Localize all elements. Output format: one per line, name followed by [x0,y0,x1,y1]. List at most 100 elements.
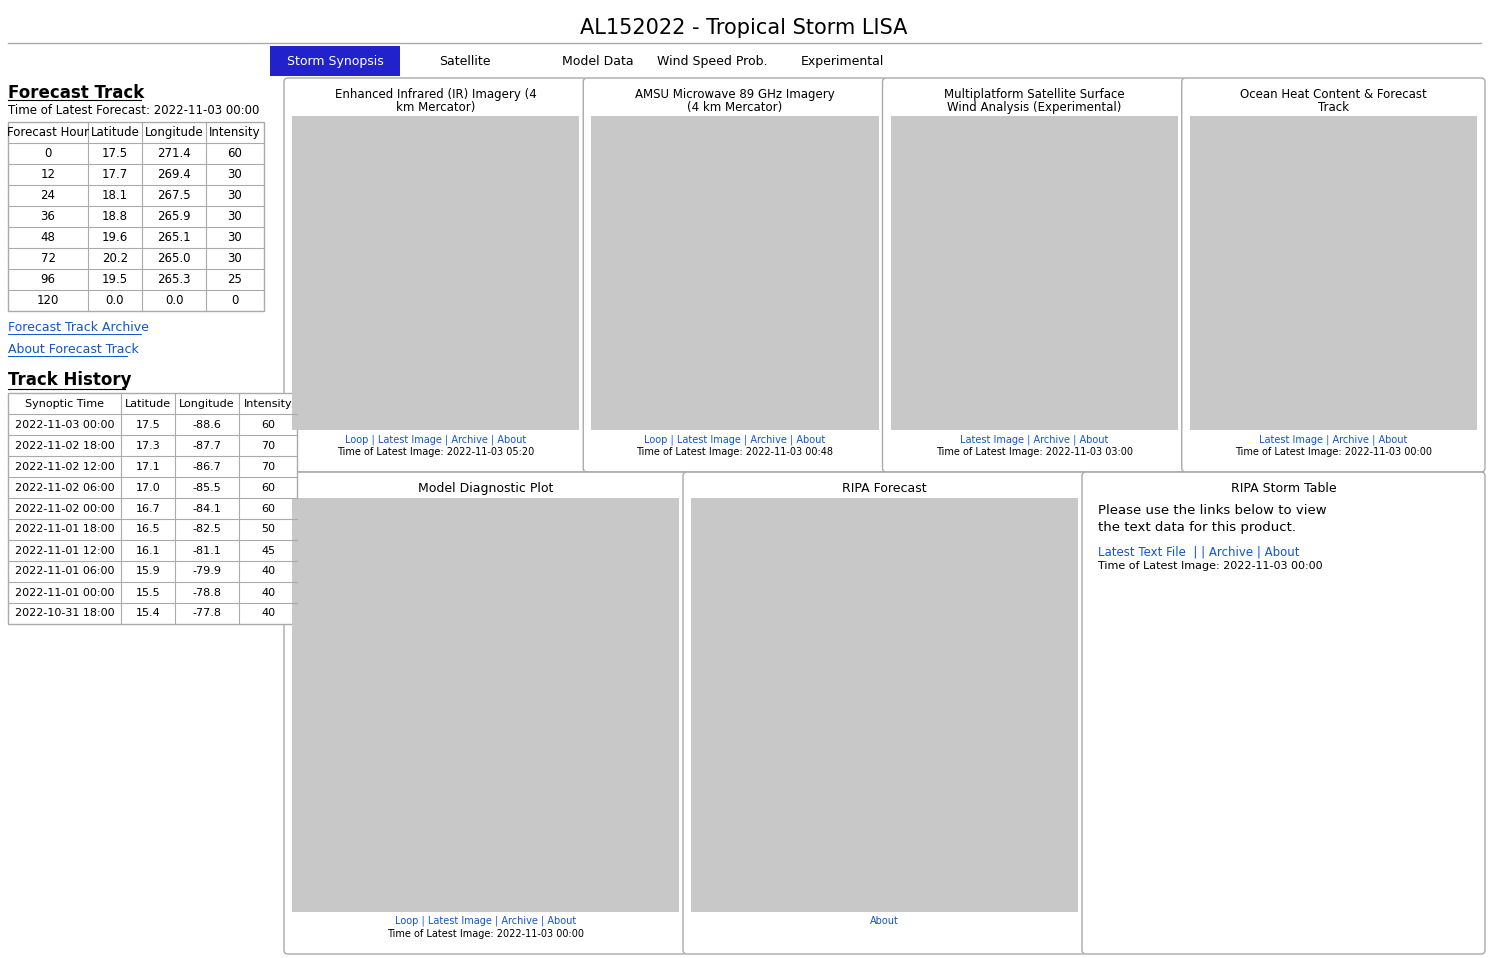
Text: -78.8: -78.8 [192,587,222,598]
Text: 60: 60 [261,420,275,429]
Text: Latitude: Latitude [91,126,140,139]
Text: 15.5: 15.5 [135,587,161,598]
Text: 265.0: 265.0 [158,252,191,265]
Text: 2022-11-02 18:00: 2022-11-02 18:00 [15,441,115,450]
Text: 15.9: 15.9 [135,566,161,577]
Text: Storm Synopsis: Storm Synopsis [286,55,383,67]
Text: Time of Latest Forecast: 2022-11-03 00:00: Time of Latest Forecast: 2022-11-03 00:0… [7,104,259,117]
Text: 2022-11-01 00:00: 2022-11-01 00:00 [15,587,115,598]
Text: 19.6: 19.6 [101,231,128,244]
Text: Multiplatform Satellite Surface: Multiplatform Satellite Surface [944,88,1124,101]
Text: 45: 45 [261,545,275,556]
Text: -87.7: -87.7 [192,441,222,450]
Bar [292,116,579,430]
Text: the text data for this product.: the text data for this product. [1097,521,1295,534]
Text: Loop | Latest Image | Archive | About: Loop | Latest Image | Archive | About [645,434,825,445]
Text: 30: 30 [228,252,243,265]
Text: 20.2: 20.2 [101,252,128,265]
Text: 70: 70 [261,462,275,471]
Text: 17.1: 17.1 [135,462,161,471]
Text: 2022-11-01 18:00: 2022-11-01 18:00 [15,524,115,535]
Text: Forecast Track: Forecast Track [7,84,144,102]
Text: Wind Analysis (Experimental): Wind Analysis (Experimental) [947,101,1121,114]
Text: 2022-11-02 12:00: 2022-11-02 12:00 [15,462,115,471]
Text: 30: 30 [228,189,243,202]
Bar [292,498,679,912]
Text: Intensity: Intensity [244,399,292,408]
Text: 12: 12 [40,168,55,181]
Text: AL152022 - Tropical Storm LISA: AL152022 - Tropical Storm LISA [581,18,908,38]
Text: 16.7: 16.7 [135,504,161,513]
Text: 25: 25 [228,273,243,286]
Text: About Forecast Track: About Forecast Track [7,343,138,356]
Text: 17.5: 17.5 [101,147,128,160]
Text: Latitude: Latitude [125,399,171,408]
Text: 30: 30 [228,168,243,181]
Text: Time of Latest Image: 2022-11-03 00:00: Time of Latest Image: 2022-11-03 00:00 [387,929,584,939]
Text: Loop | Latest Image | Archive | About: Loop | Latest Image | Archive | About [395,916,576,926]
Text: 19.5: 19.5 [101,273,128,286]
Text: 2022-11-01 12:00: 2022-11-01 12:00 [15,545,115,556]
Text: 50: 50 [261,524,275,535]
Text: 0.0: 0.0 [165,294,183,307]
Bar [890,116,1178,430]
Text: Wind Speed Prob.: Wind Speed Prob. [657,55,768,67]
Text: 60: 60 [261,483,275,492]
Text: 15.4: 15.4 [135,608,161,619]
Text: 2022-11-03 00:00: 2022-11-03 00:00 [15,420,115,429]
Bar [270,46,401,76]
Text: 48: 48 [40,231,55,244]
Bar [1190,116,1477,430]
Text: Forecast Track Archive: Forecast Track Archive [7,321,149,334]
Text: Loop | Latest Image | Archive | About: Loop | Latest Image | Archive | About [345,434,526,445]
Text: Longitude: Longitude [179,399,235,408]
FancyBboxPatch shape [1083,472,1485,954]
Text: Time of Latest Image: 2022-11-03 00:00: Time of Latest Image: 2022-11-03 00:00 [1097,561,1322,571]
Text: -85.5: -85.5 [192,483,222,492]
Text: 30: 30 [228,231,243,244]
Text: 16.1: 16.1 [135,545,161,556]
Text: Experimental: Experimental [801,55,884,67]
Text: 17.5: 17.5 [135,420,161,429]
Text: 60: 60 [228,147,243,160]
Text: 0: 0 [45,147,52,160]
Text: 265.1: 265.1 [158,231,191,244]
Text: Intensity: Intensity [208,126,261,139]
Text: -77.8: -77.8 [192,608,222,619]
Bar [7,122,264,311]
Text: Satellite: Satellite [439,55,491,67]
Bar [691,498,1078,912]
Text: Track History: Track History [7,371,131,389]
FancyBboxPatch shape [1182,78,1485,472]
Text: 72: 72 [40,252,55,265]
Text: Synoptic Time: Synoptic Time [25,399,104,408]
Text: 30: 30 [228,210,243,223]
Text: 17.0: 17.0 [135,483,161,492]
Text: Please use the links below to view: Please use the links below to view [1097,504,1327,517]
Text: 70: 70 [261,441,275,450]
Text: 2022-11-01 06:00: 2022-11-01 06:00 [15,566,115,577]
Text: 36: 36 [40,210,55,223]
Text: Time of Latest Image: 2022-11-03 03:00: Time of Latest Image: 2022-11-03 03:00 [935,447,1133,457]
Text: -81.1: -81.1 [192,545,222,556]
Text: -84.1: -84.1 [192,504,222,513]
Text: 18.1: 18.1 [101,189,128,202]
Text: 2022-11-02 06:00: 2022-11-02 06:00 [15,483,115,492]
Text: 120: 120 [37,294,60,307]
Text: 18.8: 18.8 [103,210,128,223]
FancyBboxPatch shape [284,78,587,472]
Text: Latest Image | Archive | About: Latest Image | Archive | About [1260,434,1407,445]
Text: 0: 0 [231,294,238,307]
Text: 0.0: 0.0 [106,294,124,307]
Text: Ocean Heat Content & Forecast: Ocean Heat Content & Forecast [1240,88,1426,101]
Text: km Mercator): km Mercator) [396,101,475,114]
Bar [591,116,879,430]
Text: 40: 40 [261,587,275,598]
Text: -88.6: -88.6 [192,420,222,429]
Text: 16.5: 16.5 [135,524,161,535]
Text: 265.9: 265.9 [158,210,191,223]
Text: Longitude: Longitude [144,126,204,139]
Text: Forecast Hour: Forecast Hour [7,126,89,139]
Text: AMSU Microwave 89 GHz Imagery: AMSU Microwave 89 GHz Imagery [634,88,835,101]
Text: Time of Latest Image: 2022-11-03 00:00: Time of Latest Image: 2022-11-03 00:00 [1234,447,1432,457]
